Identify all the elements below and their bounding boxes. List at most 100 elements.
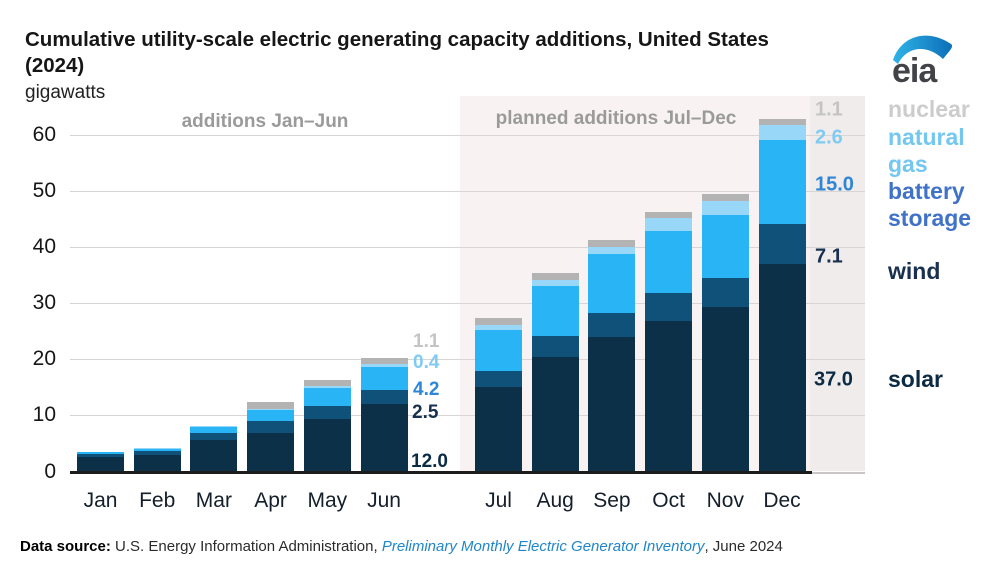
title-line1: Cumulative utility-scale electric genera… <box>25 28 769 51</box>
x-axis-line-extension <box>812 471 865 474</box>
bar-segment-wind <box>645 293 693 322</box>
bar-segment-solar <box>303 419 351 472</box>
x-tick-label-Oct: Oct <box>652 489 685 512</box>
data-source-note: Data source: U.S. Energy Information Adm… <box>20 538 980 555</box>
bar-segment-nuclear <box>475 318 522 325</box>
bar-segment-nuclear <box>758 119 806 126</box>
y-tick-label: 50 <box>32 179 56 202</box>
bar-segment-gas <box>758 125 806 140</box>
bar-segment-nuclear <box>247 402 295 409</box>
axis-unit-label: gigawatts <box>25 82 106 103</box>
x-tick-label-Jun: Jun <box>367 489 401 512</box>
page-title: Cumulative utility-scale electric genera… <box>25 27 880 78</box>
bar-segment-solar <box>360 404 408 472</box>
bar-segment-battery <box>588 253 636 313</box>
bar-segment-nuclear <box>588 240 636 247</box>
section-label-jan-jun: additions Jan–Jun <box>181 111 349 132</box>
source-report-link[interactable]: Preliminary Monthly Electric Generator I… <box>381 538 705 555</box>
bar-segment-battery <box>701 215 749 278</box>
dec-value-wind: 7.1 <box>815 245 843 268</box>
bar-segment-solar <box>475 387 522 472</box>
bar-segment-gas <box>531 279 579 286</box>
bar-segment-battery <box>303 387 351 406</box>
eia-logo: eia <box>891 30 957 90</box>
bar-segment-gas <box>645 217 693 231</box>
bar-segment-gas <box>588 246 636 254</box>
bar-segment-battery <box>475 330 522 371</box>
value-label-column <box>810 96 865 471</box>
bar-segment-battery <box>758 139 806 225</box>
y-tick-label: 10 <box>32 403 56 427</box>
gridline-50 <box>70 191 865 192</box>
x-tick-label-May: May <box>307 489 348 512</box>
bar-segment-wind <box>360 390 408 405</box>
x-tick-label-Nov: Nov <box>706 489 744 512</box>
bar-segment-battery <box>133 449 181 451</box>
bar-segment-gas <box>475 324 522 331</box>
dec-value-solar: 37.0 <box>814 368 853 391</box>
jun-value-natural-gas: 0.4 <box>413 352 440 373</box>
legend-nuclear: nuclear <box>888 96 970 122</box>
x-tick-label-Aug: Aug <box>536 489 574 512</box>
bar-segment-gas <box>133 448 181 450</box>
y-tick-label: 40 <box>32 235 56 259</box>
bar-segment-solar <box>77 456 124 472</box>
dec-value-nuclear: 1.1 <box>815 98 843 121</box>
bar-segment-nuclear <box>645 211 693 218</box>
jun-value-solar: 12.0 <box>411 451 448 472</box>
x-tick-label-Feb: Feb <box>139 489 176 512</box>
bar-segment-solar <box>133 454 181 472</box>
y-tick-label: 0 <box>44 459 56 483</box>
data-source-label: Data source: <box>20 538 111 555</box>
jun-value-nuclear: 1.1 <box>413 331 440 352</box>
x-tick-label-Jan: Jan <box>83 489 118 512</box>
title-line2: (2024) <box>25 53 85 77</box>
bar-segment-gas <box>190 426 238 427</box>
bar-segment-gas <box>360 364 408 367</box>
bar-segment-gas <box>303 386 351 388</box>
bar-segment-wind <box>701 277 749 308</box>
bar-segment-solar <box>531 357 579 472</box>
x-tick-label-Apr: Apr <box>254 489 287 512</box>
bar-segment-battery <box>645 230 693 294</box>
bar-segment-solar <box>645 321 693 472</box>
x-axis-line <box>70 470 812 474</box>
gridline-30 <box>70 303 865 305</box>
bar-segment-wind <box>247 421 295 434</box>
bar-segment-wind <box>588 312 636 337</box>
x-tick-label-Jul: Jul <box>485 489 512 512</box>
bar-segment-wind <box>758 224 806 264</box>
x-tick-label-Sep: Sep <box>593 489 631 512</box>
bar-segment-wind <box>475 370 522 388</box>
legend-natural-gas: natural gas <box>888 124 965 177</box>
bar-segment-wind <box>531 335 579 358</box>
bar-segment-solar <box>588 336 636 472</box>
data-source-date: , June 2024 <box>704 538 783 555</box>
bar-segment-wind <box>77 453 124 457</box>
bar-segment-battery <box>531 285 579 336</box>
bar-segment-wind <box>133 450 181 455</box>
logo-swoosh-icon <box>893 35 953 64</box>
legend-wind: wind <box>888 258 941 284</box>
bar-segment-nuclear <box>360 358 408 365</box>
bar-segment-wind <box>303 405 351 420</box>
gridline-40 <box>70 247 865 249</box>
bar-segment-solar <box>247 433 295 472</box>
bar-segment-battery <box>190 426 238 434</box>
bar-segment-solar <box>701 307 749 472</box>
jun-value-battery: 4.2 <box>413 379 440 400</box>
jun-value-wind: 2.5 <box>412 402 439 423</box>
bar-segment-wind <box>190 433 238 441</box>
bar-segment-solar <box>190 440 238 472</box>
y-tick-label: 20 <box>32 347 56 371</box>
legend-battery-storage: battery storage <box>888 178 972 231</box>
bar-segment-battery <box>247 409 295 421</box>
bar-segment-gas <box>247 408 295 410</box>
bar-segment-nuclear <box>701 194 749 201</box>
bar-segment-solar <box>758 263 806 472</box>
dec-value-battery: 15.0 <box>815 173 854 196</box>
dec-value-natural-gas: 2.6 <box>815 126 843 149</box>
bar-segment-battery <box>77 451 124 454</box>
gridline-20 <box>70 359 865 361</box>
